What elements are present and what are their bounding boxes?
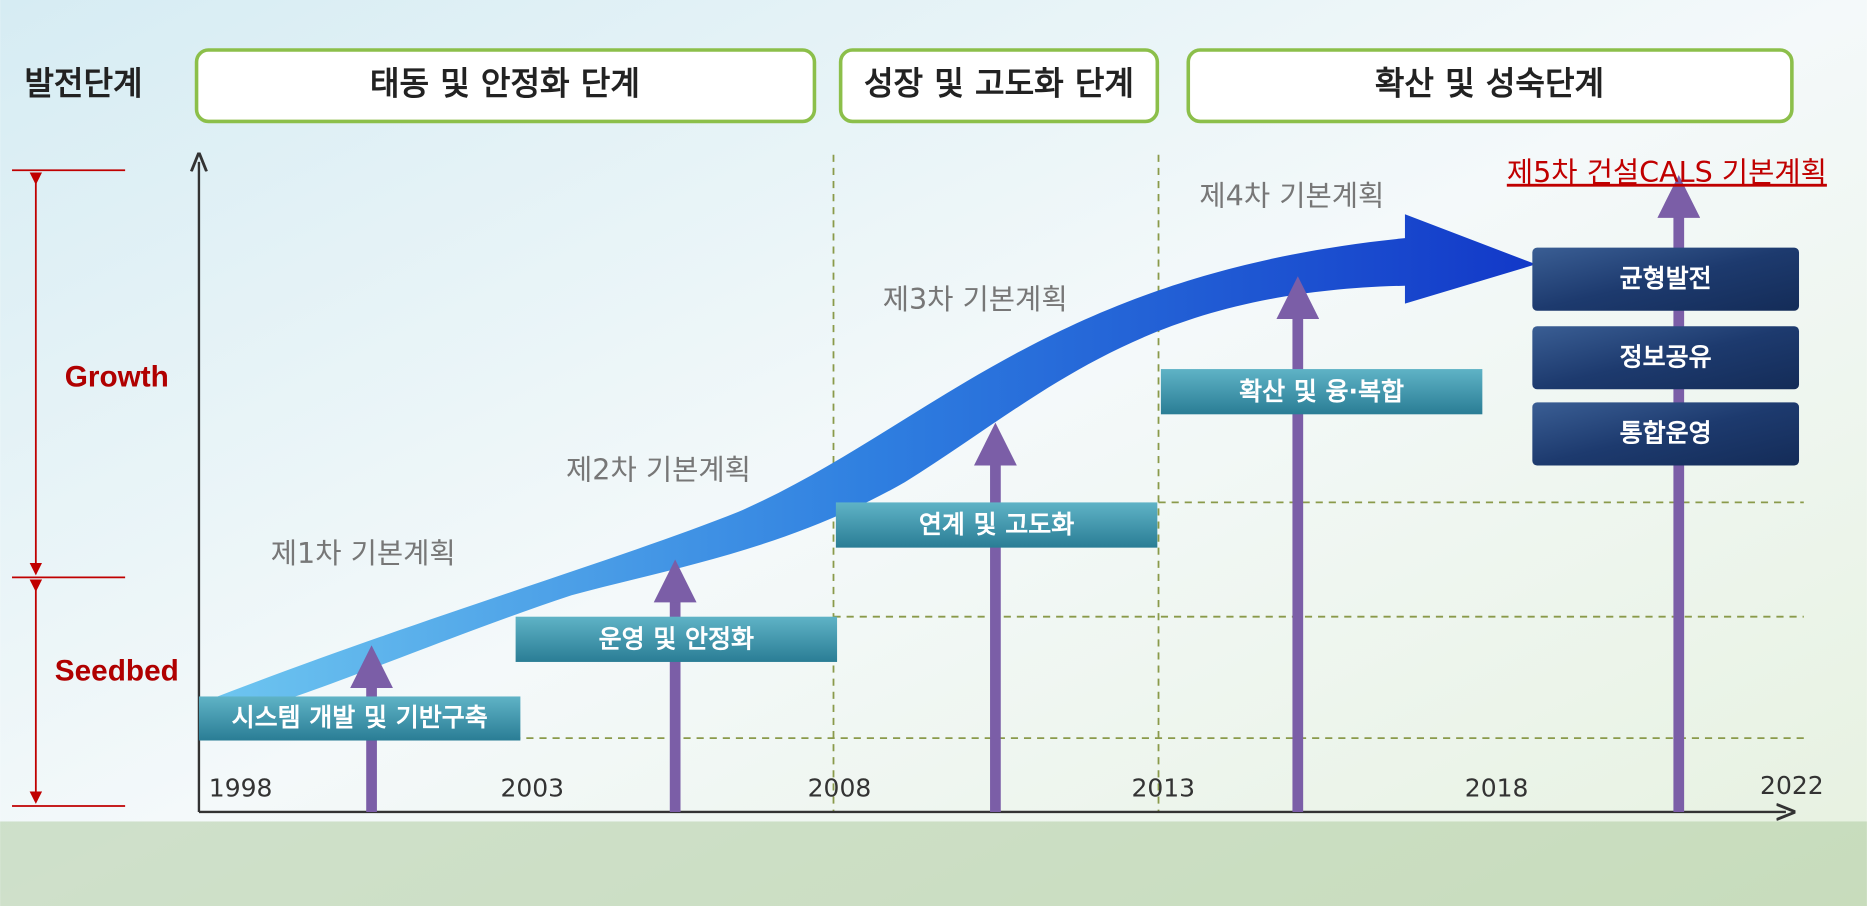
phase: 시스템 개발 및 기반구축: [232, 703, 488, 732]
goal: 균형발전: [1620, 264, 1712, 293]
diagram: 발전단계 태동 및 안정화 단계 성장 및 고도화 단계 확산 및 성숙단계 G…: [0, 0, 1867, 906]
plan: 제5차 건설CALS 기본계획: [1507, 155, 1827, 189]
year: 2008: [808, 773, 872, 802]
stage: 성장 및 고도화 단계: [864, 65, 1134, 103]
year: 2013: [1131, 773, 1195, 802]
year: 2003: [500, 773, 564, 802]
stage: 확산 및 성숙단계: [1375, 65, 1604, 103]
ground: [0, 821, 1867, 906]
plan: 제3차 기본계획: [883, 282, 1068, 316]
plan: 제1차 기본계획: [271, 536, 456, 570]
level: Seedbed: [55, 655, 179, 688]
year: 2018: [1465, 773, 1529, 802]
phase: 확산 및 융·복합: [1239, 377, 1404, 406]
plan: 제2차 기본계획: [566, 452, 751, 486]
year: 2022: [1760, 771, 1824, 800]
year: 1998: [209, 773, 273, 802]
level: Growth: [65, 360, 169, 393]
goal: 통합운영: [1620, 419, 1712, 448]
phase: 연계 및 고도화: [919, 510, 1074, 539]
stage: 태동 및 안정화 단계: [370, 65, 640, 103]
phase: 운영 및 안정화: [599, 625, 754, 654]
stage-label: 발전단계: [24, 65, 142, 103]
goal: 정보공유: [1620, 342, 1712, 371]
plan: 제4차 기본계획: [1199, 179, 1384, 213]
